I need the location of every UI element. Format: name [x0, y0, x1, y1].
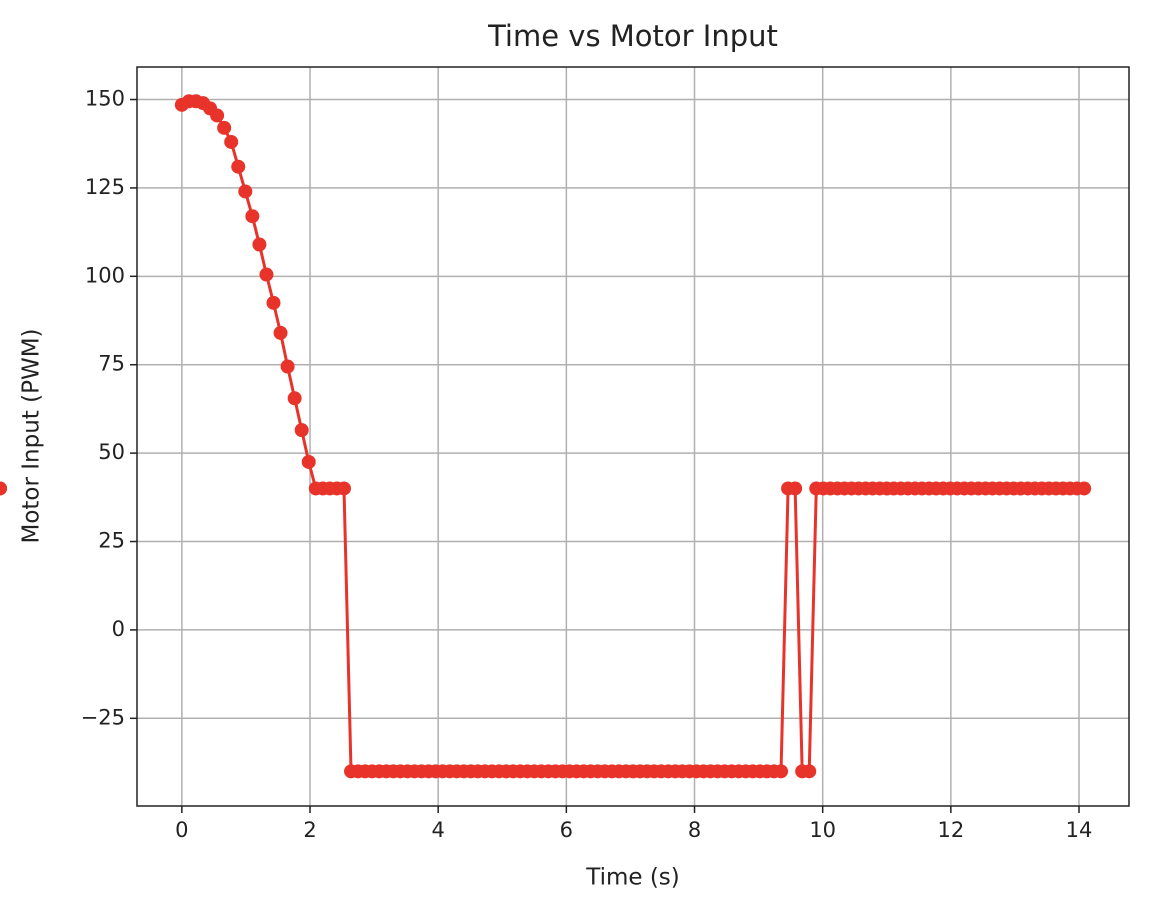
data-point [231, 159, 246, 174]
x-tick-label: 8 [688, 818, 701, 842]
data-point [294, 423, 309, 438]
x-tick-label: 2 [303, 818, 316, 842]
y-tick-label: −25 [81, 705, 125, 729]
data-point [0, 481, 7, 496]
data-point [245, 209, 260, 224]
x-tick-label: 10 [809, 818, 836, 842]
x-tick-label: 6 [560, 818, 573, 842]
y-axis-label: Motor Input (PWM) [19, 328, 45, 543]
y-tick-label: 125 [85, 175, 125, 199]
y-tick-label: 25 [98, 529, 125, 553]
data-point [259, 267, 274, 282]
x-tick-label: 14 [1066, 818, 1093, 842]
x-axis-label: Time (s) [585, 865, 680, 891]
x-tick-label: 12 [937, 818, 964, 842]
series-line [181, 99, 1085, 773]
data-point [788, 481, 803, 496]
data-point [336, 481, 351, 496]
data-point [802, 764, 817, 779]
data-point [1077, 481, 1092, 496]
data-point [217, 120, 232, 135]
data-point [280, 359, 295, 374]
data-point [224, 134, 239, 149]
data-point [210, 108, 225, 123]
y-tick-label: 50 [98, 440, 125, 464]
plot-frame [136, 66, 1130, 807]
x-tick-label: 0 [175, 818, 188, 842]
x-tick-label: 4 [432, 818, 445, 842]
y-tick-label: 100 [85, 263, 125, 287]
data-point [287, 391, 302, 406]
data-point [273, 325, 288, 340]
data-point [774, 764, 789, 779]
y-tick-label: 75 [98, 352, 125, 376]
y-tick-label: 150 [85, 87, 125, 111]
data-point [252, 237, 267, 252]
y-tick-label: 0 [112, 617, 125, 641]
data-point [266, 295, 281, 310]
chart-title: Time vs Motor Input [487, 19, 778, 53]
data-point [301, 454, 316, 469]
data-point [238, 184, 253, 199]
